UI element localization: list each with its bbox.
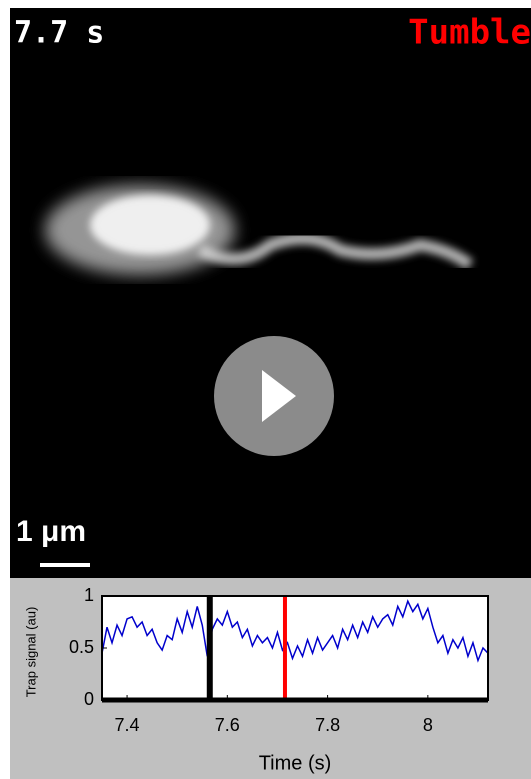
y-axis-label: Trap signal (au)	[23, 607, 38, 698]
video-frame: 7.7 s Tumble 1 μm 0 0.5 1 7.4 7.6 7.8 8 Time (s…	[0, 0, 531, 779]
state-overlay: Tumble	[408, 13, 531, 53]
x-tick-label: 7.4	[115, 715, 140, 735]
y-tick-label: 0	[84, 689, 94, 709]
x-tick-label: 7.8	[315, 715, 340, 735]
scale-bar-label: 1 μm	[16, 515, 86, 548]
time-overlay: 7.7 s	[14, 16, 104, 51]
x-axis-label: Time (s)	[259, 752, 332, 774]
video-area	[10, 8, 531, 578]
y-tick-label: 0.5	[69, 637, 94, 657]
x-tick-label: 8	[423, 715, 433, 735]
x-tick-label: 7.6	[215, 715, 240, 735]
y-tick-label: 1	[84, 585, 94, 605]
play-button[interactable]	[214, 336, 334, 456]
